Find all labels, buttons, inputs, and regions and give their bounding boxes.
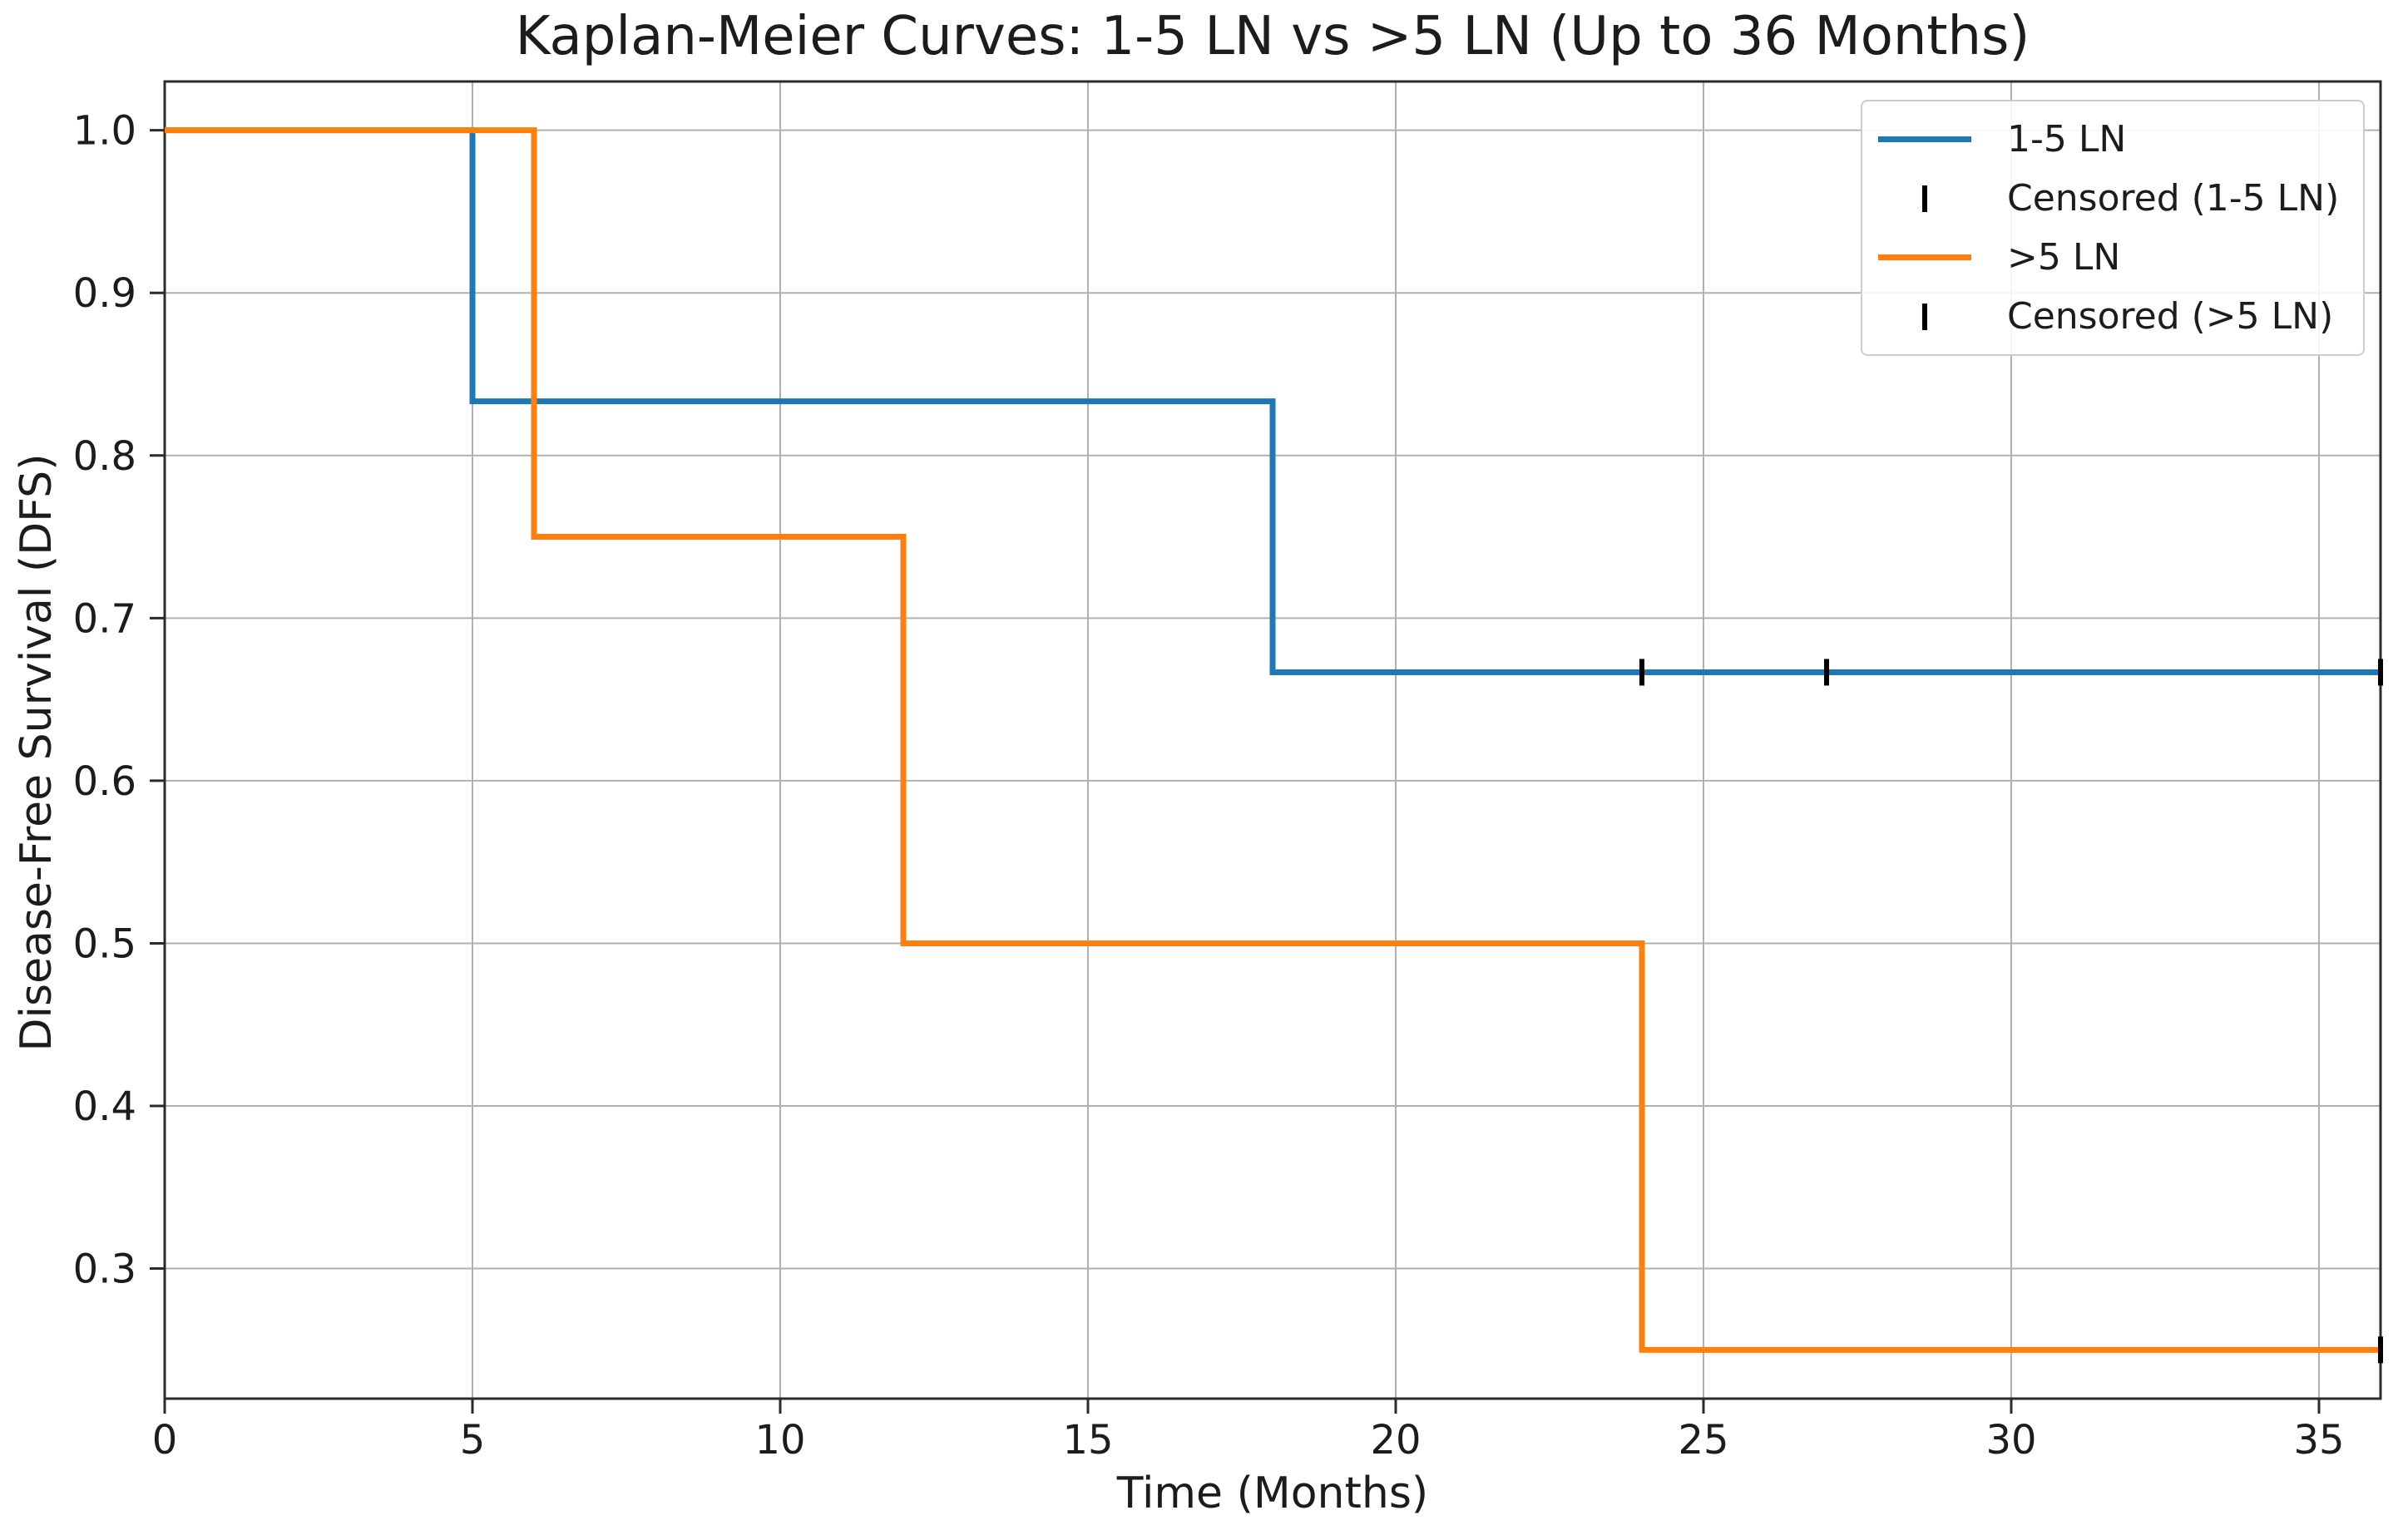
legend-row-1: Censored (1-5 LN) <box>1862 169 2363 228</box>
legend-label: Censored (>5 LN) <box>2007 295 2334 338</box>
x-tick-label-30: 30 <box>1985 1417 2036 1463</box>
y-axis-label: Disease-Free Survival (DFS) <box>12 453 62 1052</box>
legend-row-0: 1-5 LN <box>1862 110 2363 169</box>
legend-line-icon <box>1862 136 1987 142</box>
y-tick-label-0.8: 0.8 <box>73 433 136 480</box>
legend-tick-sample <box>1922 303 1927 330</box>
legend-tick-sample <box>1922 185 1927 212</box>
x-tick-label-35: 35 <box>2293 1417 2344 1463</box>
x-tick-label-15: 15 <box>1062 1417 1113 1463</box>
y-tick-label-0.5: 0.5 <box>73 921 136 967</box>
x-tick-label-0: 0 <box>152 1417 178 1463</box>
x-tick-label-5: 5 <box>460 1417 486 1463</box>
legend-censor-tick-icon <box>1862 185 1987 212</box>
legend-line-sample <box>1878 136 1971 142</box>
y-tick-label-0.6: 0.6 <box>73 758 136 805</box>
legend: 1-5 LN Censored (1-5 LN) >5 LN Censored (>5… <box>1861 100 2365 356</box>
y-tick-label-1: 1.0 <box>73 108 136 155</box>
y-tick-label-0.3: 0.3 <box>73 1246 136 1293</box>
legend-row-2: >5 LN <box>1862 228 2363 287</box>
legend-row-3: Censored (>5 LN) <box>1862 287 2363 346</box>
x-tick-label-20: 20 <box>1370 1417 1421 1463</box>
legend-label: 1-5 LN <box>2007 118 2127 160</box>
axes-box <box>163 80 2382 1400</box>
legend-label: Censored (1-5 LN) <box>2007 177 2340 220</box>
chart-title: Kaplan-Meier Curves: 1-5 LN vs >5 LN (Up… <box>515 6 2030 67</box>
x-tick-label-25: 25 <box>1678 1417 1728 1463</box>
legend-line-sample <box>1878 254 1971 260</box>
legend-censor-tick-icon <box>1862 303 1987 330</box>
series-line--5-LN <box>165 127 2381 1353</box>
x-tick-label-10: 10 <box>754 1417 805 1463</box>
y-tick-label-0.4: 0.4 <box>73 1083 136 1130</box>
legend-label: >5 LN <box>2007 236 2121 279</box>
y-tick-label-0.7: 0.7 <box>73 595 136 642</box>
legend-line-icon <box>1862 254 1987 260</box>
y-tick-label-0.9: 0.9 <box>73 270 136 317</box>
x-axis-label: Time (Months) <box>1116 1468 1429 1518</box>
